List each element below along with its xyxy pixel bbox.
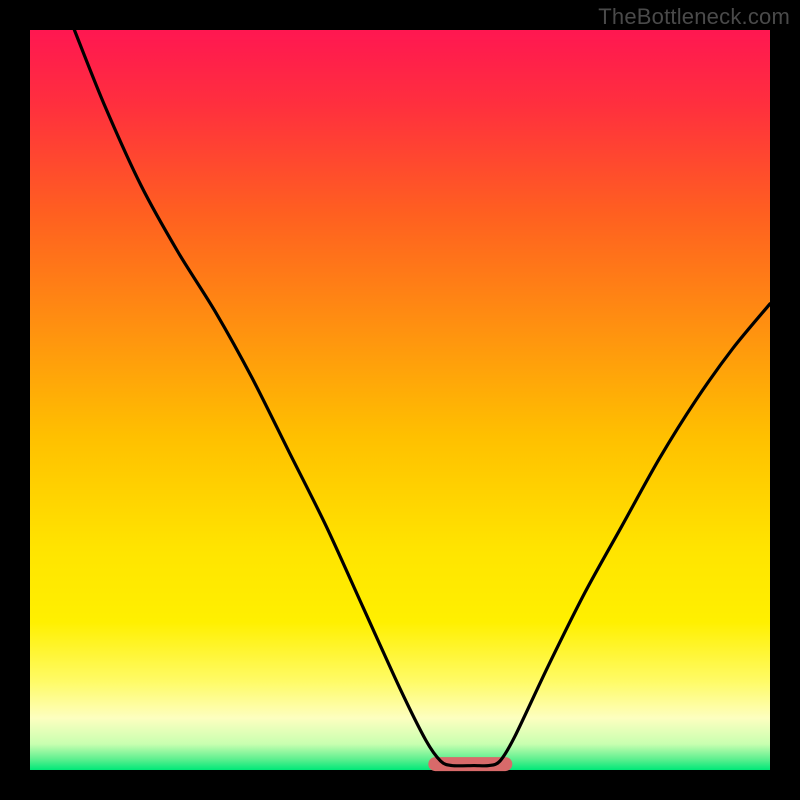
gradient-background — [30, 30, 770, 770]
bottleneck-chart — [0, 0, 800, 800]
watermark-text: TheBottleneck.com — [598, 4, 790, 30]
chart-container: TheBottleneck.com — [0, 0, 800, 800]
